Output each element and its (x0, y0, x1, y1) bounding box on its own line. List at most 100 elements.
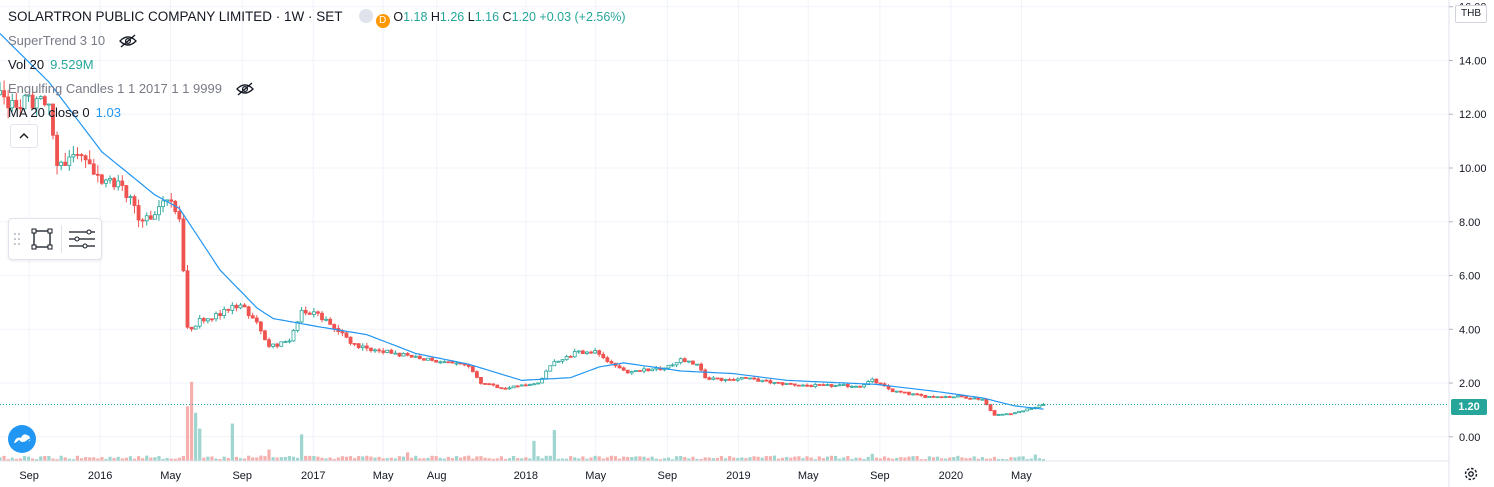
candle-body (454, 362, 459, 365)
eye-off-icon[interactable] (235, 82, 254, 96)
dividend-badge[interactable]: D (375, 14, 390, 28)
volume-bar (585, 458, 589, 461)
candle-body (776, 381, 781, 384)
volume-bar (401, 456, 406, 461)
volume-bar (980, 457, 984, 461)
indicator-ma[interactable]: MA 20 close 0 1.03 (8, 105, 121, 120)
volume-bar (666, 457, 671, 461)
volume-bar (650, 456, 654, 461)
volume-bar (88, 457, 92, 461)
volume-bar (1029, 458, 1033, 461)
candle-body (422, 358, 426, 361)
volume-bar (834, 455, 838, 461)
collapse-legend-button[interactable] (10, 124, 38, 148)
candle-body (377, 349, 381, 352)
last-price-tag: 1.20 (1451, 399, 1487, 415)
time-tick-label: May (798, 470, 819, 482)
volume-bar (491, 458, 495, 461)
candle-body (1025, 408, 1030, 412)
candle-body (866, 381, 871, 386)
currency-label[interactable]: THB (1455, 5, 1487, 23)
candle-body (450, 361, 455, 364)
volume-bar (430, 455, 434, 461)
volume-bar (919, 459, 923, 461)
candle-body (201, 318, 206, 322)
volume-bar (1001, 458, 1005, 461)
candle-body (71, 153, 76, 158)
volume-bar (397, 456, 402, 461)
candle-body (79, 154, 84, 157)
volume-bar (805, 456, 809, 461)
time-axis[interactable]: Sep 2016 May Sep 2017 May Aug 2018 May Sep 2019 May… (19, 470, 1032, 482)
volume-bar (251, 457, 255, 461)
indicator-supertrend[interactable]: SuperTrend 3 10 (8, 33, 137, 48)
candle-body (258, 321, 263, 332)
settings-dot-icon[interactable] (358, 9, 373, 23)
candle-body (650, 368, 655, 372)
candle-body (430, 357, 434, 361)
volume-bar (124, 457, 128, 461)
volume-bar (157, 455, 161, 461)
volume-bar (992, 456, 997, 461)
volume-bar (475, 456, 479, 461)
chart-legend-header: SOLARTRON PUBLIC COMPANY LIMITED · 1W · … (8, 9, 626, 28)
volume-bar (136, 456, 141, 461)
candle-body (707, 377, 712, 380)
volume-bar (846, 455, 850, 461)
indicator-volume[interactable]: Vol 20 9.529M (8, 57, 94, 72)
volume-bar (39, 456, 43, 461)
volume-bar (728, 456, 732, 461)
candle-body (352, 343, 357, 345)
volume-bar (377, 456, 381, 461)
symbol-title[interactable]: SOLARTRON PUBLIC COMPANY LIMITED · 1W · … (8, 9, 343, 24)
volume-bar (153, 457, 157, 461)
candle-body (401, 353, 406, 357)
tradingview-logo-icon[interactable] (8, 425, 36, 453)
volume-bar (83, 457, 88, 461)
candle-body (332, 324, 337, 329)
drag-handle-icon[interactable] (12, 231, 22, 247)
candle-body (572, 351, 577, 358)
volume-bar (564, 458, 569, 461)
volume-bar (642, 456, 646, 461)
candle-body (316, 311, 320, 314)
gear-icon[interactable] (1462, 465, 1480, 483)
candle-body (328, 318, 333, 325)
time-tick-label: 2016 (88, 470, 112, 482)
volume-bar (764, 456, 768, 461)
candle-body (923, 395, 928, 398)
time-tick-label: 2019 (726, 470, 750, 482)
object-tree-icon[interactable] (67, 227, 97, 251)
candle-body (878, 382, 883, 385)
candle-body (287, 340, 292, 343)
candle-body (507, 387, 512, 390)
candle-body (862, 384, 867, 388)
candle-body (389, 349, 394, 354)
volume-bar (194, 412, 198, 461)
volume-bar (1021, 456, 1025, 461)
volume-bar (275, 457, 279, 461)
volume-bar (185, 406, 190, 461)
volume-bar (291, 456, 296, 461)
volume-bar (952, 457, 956, 461)
eye-off-icon[interactable] (118, 34, 137, 48)
candle-body (132, 196, 137, 206)
candle-body (703, 369, 708, 379)
volume-bar (414, 455, 418, 461)
volume-bar (675, 456, 679, 461)
indicator-engulfing[interactable]: Engulfing Candles 1 1 2017 1 1 9999 (8, 81, 254, 96)
candle-body (181, 218, 186, 272)
volume-bar (348, 456, 353, 461)
rectangle-select-icon[interactable] (29, 227, 55, 251)
candle-body (340, 331, 345, 334)
volume-bar (723, 458, 728, 461)
candle-body (479, 377, 483, 384)
candle-body (511, 385, 516, 389)
candle-body (417, 355, 422, 360)
volume-bar (132, 458, 137, 461)
volume-bar (100, 457, 104, 461)
volume-bar (454, 456, 459, 461)
candle-body (26, 94, 31, 97)
